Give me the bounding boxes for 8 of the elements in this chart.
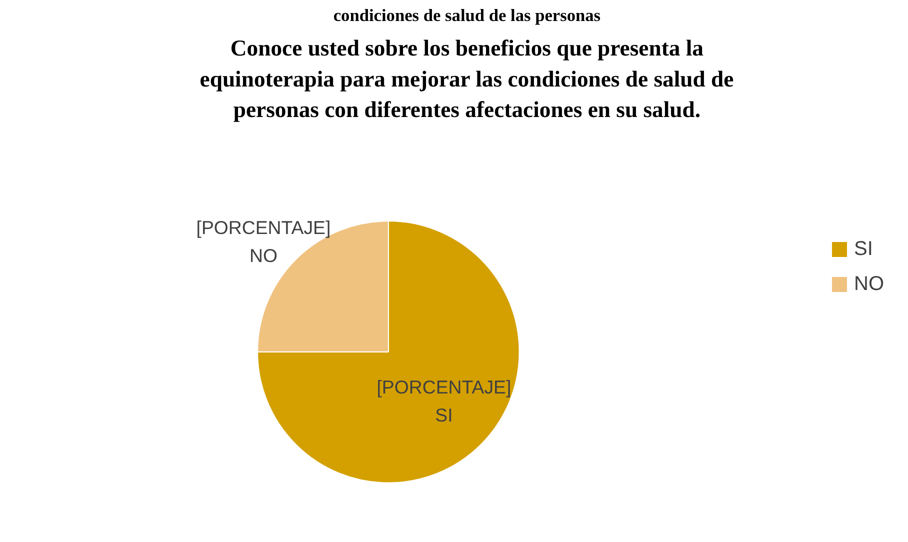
chart-title: Conoce usted sobre los beneficios que presenta la equinoterapia para mejorar las condiciones de salud de personas con diferentes afectaciones en su salud. xyxy=(200,35,734,122)
slice-label: SI xyxy=(435,404,453,426)
legend-label: SI xyxy=(854,238,874,260)
data-label: [PORCENTAJE] xyxy=(376,376,512,398)
text: condiciones de salud de las personas xyxy=(333,6,601,26)
data-label: [PORCENTAJE] xyxy=(196,216,331,238)
slice-label: NO xyxy=(249,244,278,266)
legend-label: NO xyxy=(854,272,884,296)
